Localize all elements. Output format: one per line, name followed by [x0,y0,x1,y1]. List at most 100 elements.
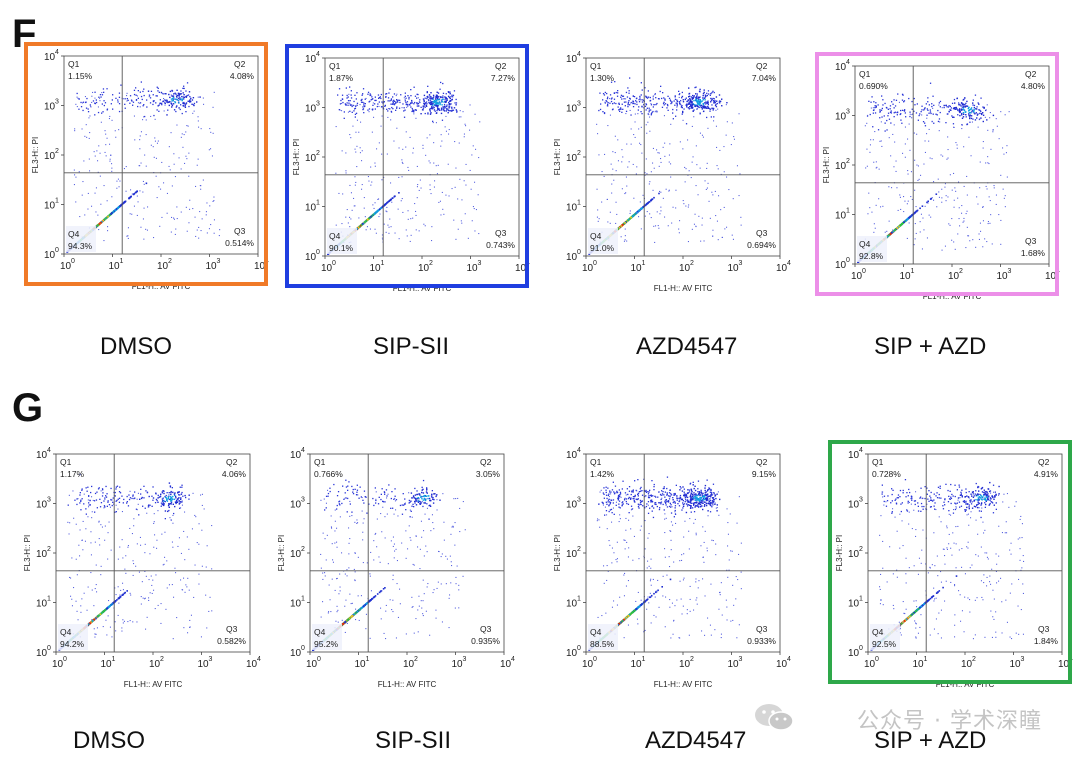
y-tick-exponent-g-4: 2 [859,546,863,553]
y-tick-exponent-g-1: 3 [47,497,51,504]
y-tick-label-f-3: 10 [566,203,578,214]
plot-frame-g-1 [55,453,251,653]
quadrant-value-q3-g-3: 0.933% [747,636,776,646]
y-tick-exponent-g-2: 0 [301,645,305,652]
x-tick-label-f-3: 10 [679,263,691,274]
highlight-frame-f-4 [815,52,1059,296]
quadrant-value-q4-g-3: 88.5% [590,639,615,649]
quadrant-value-q3-f-3: 0.694% [747,240,776,250]
flow-plot-f-2: 10 0 10 0 10 1 10 1 10 2 10 2 10 3 10 3 10 4 10 4 FL1-H:: AV… [285,44,537,301]
quadrant-value-q4-f-4: 92.8% [859,251,884,261]
x-tick-label-f-3: 10 [776,263,788,274]
y-tick-label-g-2: 10 [290,450,302,461]
quadrant-q4-box-g-4 [870,624,900,650]
quadrant-value-q1-f-3: 1.30% [590,73,615,83]
y-tick-label-g-2: 10 [290,648,302,659]
flow-plot-f-3: 10 0 10 0 10 1 10 1 10 2 10 2 10 3 10 3 10 4 10 4 FL1-H:: AV… [548,46,798,301]
y-tick-label-g-3: 10 [566,599,578,610]
x-tick-label-g-2: 10 [403,659,415,670]
x-axis-label-g-2: FL1-H:: AV FITC [378,680,437,689]
y-tick-exponent-g-4: 1 [859,596,863,603]
y-tick-exponent-f-1: 4 [55,49,59,56]
y-tick-label-f-1: 10 [44,102,56,113]
y-tick-exponent-f-2: 2 [316,150,320,157]
quadrant-value-q2-f-1: 4.08% [230,71,255,81]
x-tick-label-g-2: 10 [452,659,464,670]
x-tick-label-f-1: 10 [157,261,169,272]
x-axis-label-g-1: FL1-H:: AV FITC [124,680,183,689]
x-tick-label-g-2: 10 [500,659,512,670]
x-axis-label-f-4: FL1-H:: AV FITC [923,292,982,301]
flow-plot-g-3: 10 0 10 0 10 1 10 1 10 2 10 2 10 3 10 3 10 4 10 4 FL1-H:: AV… [548,442,798,697]
quadrant-value-q2-g-4: 4.91% [1034,469,1059,479]
y-tick-label-g-2: 10 [290,599,302,610]
x-tick-label-g-1: 10 [149,659,161,670]
x-tick-label-f-4: 10 [997,271,1009,282]
x-axis-label-f-3: FL1-H:: AV FITC [654,284,713,293]
condition-label-f-dmso: DMSO [100,333,172,360]
y-tick-label-f-1: 10 [44,201,56,212]
wechat-icon [755,704,794,731]
y-tick-label-f-2: 10 [305,153,317,164]
y-tick-exponent-g-2: 4 [301,447,305,454]
quadrant-name-q4-f-2: Q4 [329,231,341,241]
y-axis-label-f-2: FL3-H:: PI [292,139,301,175]
x-tick-exponent-g-2: 1 [366,656,370,663]
y-tick-exponent-f-3: 2 [577,150,581,157]
x-tick-exponent-f-3: 1 [642,260,646,267]
x-tick-exponent-g-4: 2 [972,656,976,663]
x-tick-exponent-g-1: 0 [63,656,67,663]
y-tick-label-g-2: 10 [290,549,302,560]
y-tick-label-g-2: 10 [290,500,302,511]
quadrant-value-q2-f-2: 7.27% [491,73,516,83]
condition-label-f-sip-azd: SIP + AZD [874,333,987,360]
y-tick-label-f-3: 10 [566,252,578,263]
quadrant-value-q1-g-4: 0.728% [872,469,901,479]
quadrant-value-q2-f-3: 7.04% [752,73,777,83]
quadrant-name-q3-f-2: Q3 [495,228,507,238]
y-tick-exponent-f-2: 4 [316,51,320,58]
quadrant-name-q3-f-4: Q3 [1025,236,1037,246]
x-tick-exponent-f-1: 1 [120,258,124,265]
y-tick-label-f-2: 10 [305,252,317,263]
y-tick-exponent-f-2: 1 [316,200,320,207]
x-tick-exponent-g-2: 0 [317,656,321,663]
y-tick-exponent-f-1: 3 [55,99,59,106]
x-tick-label-g-2: 10 [355,659,367,670]
x-tick-exponent-f-3: 2 [690,260,694,267]
quadrant-name-q3-g-3: Q3 [756,624,768,634]
y-tick-exponent-f-4: 2 [846,158,850,165]
y-tick-label-g-1: 10 [36,648,48,659]
x-tick-exponent-g-1: 3 [209,656,213,663]
quadrant-name-q1-g-2: Q1 [314,457,326,467]
x-tick-label-g-1: 10 [101,659,113,670]
quadrant-value-q4-f-1: 94.3% [68,241,93,251]
y-tick-label-g-3: 10 [566,500,578,511]
quadrant-value-q1-g-2: 0.766% [314,469,343,479]
y-axis-label-g-2: FL3-H:: PI [277,535,286,571]
x-tick-exponent-g-3: 2 [690,656,694,663]
condition-label-g-azd4547: AZD4547 [645,727,747,754]
x-tick-label-f-2: 10 [418,263,430,274]
y-tick-label-g-4: 10 [848,648,860,659]
x-tick-label-f-4: 10 [851,271,863,282]
quadrant-value-q1-f-1: 1.15% [68,71,93,81]
quadrant-value-q1-f-2: 1.87% [329,73,354,83]
condition-label-f-sip-sii: SIP-SII [373,333,450,360]
quadrant-value-q3-g-1: 0.582% [217,636,246,646]
y-tick-exponent-f-3: 0 [577,249,581,256]
flow-plot-g-4: 10 0 10 0 10 1 10 1 10 2 10 2 10 3 10 3 10 4 10 4 FL1-H:: AV… [828,440,1080,697]
x-tick-exponent-f-1: 2 [168,258,172,265]
y-tick-exponent-f-2: 0 [316,249,320,256]
x-tick-label-f-1: 10 [109,261,121,272]
quadrant-name-q1-g-4: Q1 [872,457,884,467]
quadrant-value-q1-g-3: 1.42% [590,469,615,479]
x-tick-label-g-3: 10 [582,659,594,670]
y-tick-label-g-3: 10 [566,648,578,659]
quadrant-name-q2-f-2: Q2 [495,61,507,71]
y-tick-exponent-g-3: 0 [577,645,581,652]
y-axis-label-f-3: FL3-H:: PI [553,139,562,175]
x-tick-exponent-g-3: 1 [642,656,646,663]
